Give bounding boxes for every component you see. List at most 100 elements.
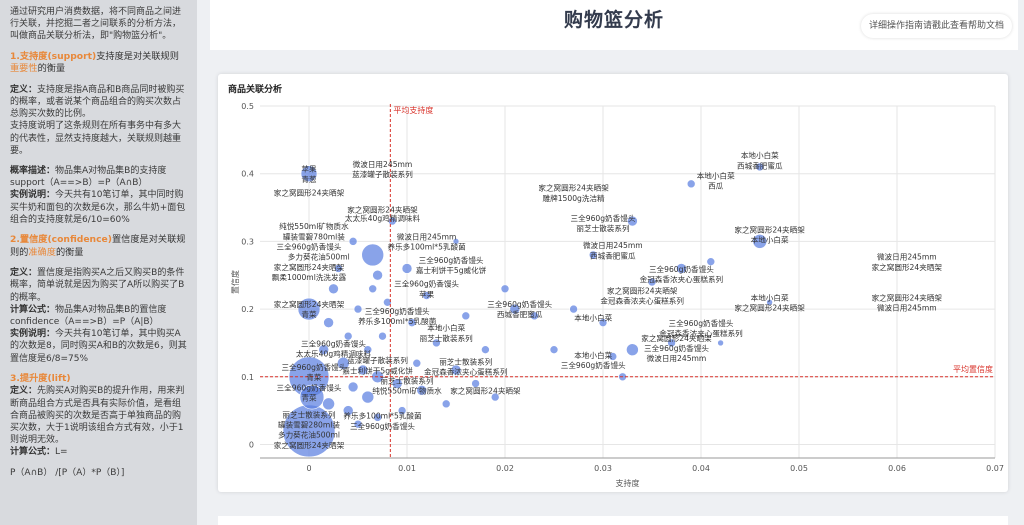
bubble-point[interactable] [412, 358, 422, 368]
y-axis-label: 置信度 [230, 270, 240, 294]
bubble-point[interactable] [686, 179, 696, 189]
bubble-point[interactable] [348, 237, 358, 246]
bubble-point[interactable] [353, 419, 363, 429]
bubble-point[interactable] [342, 405, 354, 416]
data-label: 本地小白菜 [741, 150, 779, 160]
data-label: 三全960g奶香馒头 [644, 343, 709, 353]
bubble-point[interactable] [766, 299, 773, 306]
sidebar: 通过研究用户消费数据，将不同商品之间进行关联，并挖掘二者之间联系的分析方法，叫做… [0, 0, 197, 525]
lift-definition: 定义：先购买A对购买B的提升作用，用来判断商品组合方式是否具有实际价值，是看组合… [10, 385, 187, 446]
bubble-point[interactable] [481, 345, 490, 354]
bubble-point[interactable] [755, 162, 765, 172]
bubble-point[interactable] [361, 390, 375, 404]
help-doc-link[interactable]: 详细操作指南请戳此查看帮助文档 [860, 14, 1012, 38]
confidence-def-text: 置信度是指购买A之后又购买B的条件概率，简单说就是因为购买了A所以购买了B的概率… [10, 268, 185, 303]
bubble-point[interactable] [490, 392, 500, 402]
bubble-point[interactable] [299, 384, 325, 410]
bubble-point[interactable] [322, 397, 335, 411]
bubble-point[interactable] [627, 215, 638, 227]
bubble-point[interactable] [372, 269, 383, 281]
bubble-point[interactable] [357, 364, 369, 376]
support-def-text: 支持度是指A商品和B商品同时被购买的概率，或者说某个商品组合的购买次数占总购买次… [10, 84, 185, 120]
y-tick-label: 0.1 [241, 373, 254, 382]
data-label: 西城香肥蜜瓜 [737, 160, 783, 170]
bubble-point[interactable] [397, 406, 407, 415]
support-concept: 概率描述：物品集A对物品集B的支持度support（A==>B）=P（A∩B） [10, 165, 187, 189]
bubble-point[interactable] [549, 345, 559, 354]
bubble-point[interactable] [676, 263, 687, 274]
bubble-point[interactable] [337, 356, 350, 370]
bubble-point[interactable] [363, 345, 373, 354]
bubble-point[interactable] [608, 352, 618, 361]
bubble-point[interactable] [500, 284, 510, 294]
bubble-point[interactable] [706, 257, 716, 266]
bubble-point[interactable] [441, 399, 451, 409]
bubble-point[interactable] [432, 338, 441, 348]
bubble-point[interactable] [328, 283, 339, 295]
data-label: 微波日用245mm [647, 353, 707, 363]
bubble-point[interactable] [368, 284, 377, 294]
bubble-point[interactable] [373, 413, 382, 422]
lift-formula-2: P（A∩B） /[P（A）*P（B）] [10, 467, 125, 478]
bubble-point[interactable] [422, 291, 431, 300]
data-label: 蓝漆罐子散装系列 [352, 169, 413, 179]
bubble-point[interactable] [450, 364, 462, 376]
support-example-label: 实例说明： [10, 190, 56, 201]
support-heading: 1.支持度(support)支持度是对关联规则重要性的衡量 [10, 51, 187, 76]
data-label: 纯悦550ml矿物质水 [372, 386, 442, 396]
confidence-example-label: 实例说明： [10, 329, 56, 340]
bubble-point[interactable] [588, 250, 598, 260]
bubble-point[interactable] [752, 234, 768, 249]
data-label: 青菜 [301, 309, 317, 319]
lift-formula-text: L= [55, 447, 68, 458]
data-label: 养乐多100ml*5乳酸菌 [358, 316, 437, 326]
support-example-text: 今天共有10笔订单，其中同时购买牛奶和面包的次数是6次，那么牛奶+面包组合的支持… [10, 190, 186, 225]
data-label: 丽芝士散装系列 [439, 357, 493, 367]
bubble-point[interactable] [334, 264, 343, 273]
bubble-point[interactable] [667, 338, 676, 348]
bubble-point[interactable] [461, 311, 471, 321]
bubble-point[interactable] [383, 298, 392, 307]
bubble-point[interactable] [300, 165, 318, 182]
bubble-point[interactable] [378, 331, 387, 341]
confidence-def-label: 定义： [10, 268, 38, 279]
bubble-point[interactable] [343, 331, 353, 341]
data-label: 家之窝圆形24夹晒架 [872, 262, 943, 272]
y-tick-label: 0.2 [241, 305, 254, 314]
data-label: 家之窝圆形24夹晒架 [450, 386, 521, 396]
data-label: 三全960g奶香馒头 [394, 279, 459, 289]
confidence-formula-text: 物品集A对物品集B的置信度confidence（A==>B）=P（A|B） [10, 304, 167, 328]
bubble-point[interactable] [647, 277, 657, 287]
bubble-point[interactable] [361, 243, 384, 267]
avg-confidence-label: 平均置信度 [953, 364, 993, 374]
bubble-point[interactable] [391, 378, 403, 389]
bubble-point[interactable] [452, 238, 460, 245]
bubble-point[interactable] [471, 379, 480, 388]
bubble-point[interactable] [717, 339, 724, 347]
bubble-point[interactable] [530, 311, 539, 321]
scatter-chart[interactable]: 0 0.1 0.2 0.3 0.4 0.5 0 0.01 0.02 0.03 0.04 0.05 0.0… [218, 74, 1008, 492]
bubble-point[interactable] [626, 343, 639, 356]
bubble-point[interactable] [297, 297, 321, 321]
bubble-point[interactable] [407, 318, 417, 327]
bubble-point[interactable] [401, 263, 413, 274]
bubble-point[interactable] [323, 317, 334, 328]
bubble-point[interactable] [353, 304, 363, 314]
data-label: 家之窝圆形24夹晒架 [734, 225, 805, 235]
data-label: 西城香肥蜜瓜 [497, 309, 543, 319]
data-label: 三全960g奶香馒头 [301, 338, 366, 348]
bubble-point[interactable] [416, 385, 427, 396]
data-label: 养乐多100ml*5乳酸菌 [343, 411, 422, 421]
data-label: 嘉士利饼干5g威化饼 [342, 365, 413, 375]
lift-def-text: 先购买A对购买B的提升作用，用来判断商品组合方式是否具有实际价值，是看组合商品被… [10, 386, 185, 446]
bubble-point[interactable] [347, 381, 359, 393]
data-label: 金冠森香浓夹心蛋糕系列 [600, 296, 684, 306]
bubble-point[interactable] [569, 304, 578, 314]
bubble-point[interactable] [598, 318, 608, 327]
data-label: 三全960g奶香馒头 [365, 306, 430, 316]
data-label: 家之窝圆形24夹晒架 [641, 333, 712, 343]
bubble-point[interactable] [318, 344, 329, 355]
y-tick-label: 0 [249, 440, 254, 449]
support-concept-text: 物品集A对物品集B的支持度support（A==>B）=P（A∩B） [10, 166, 167, 189]
bubble-point[interactable] [509, 303, 521, 315]
